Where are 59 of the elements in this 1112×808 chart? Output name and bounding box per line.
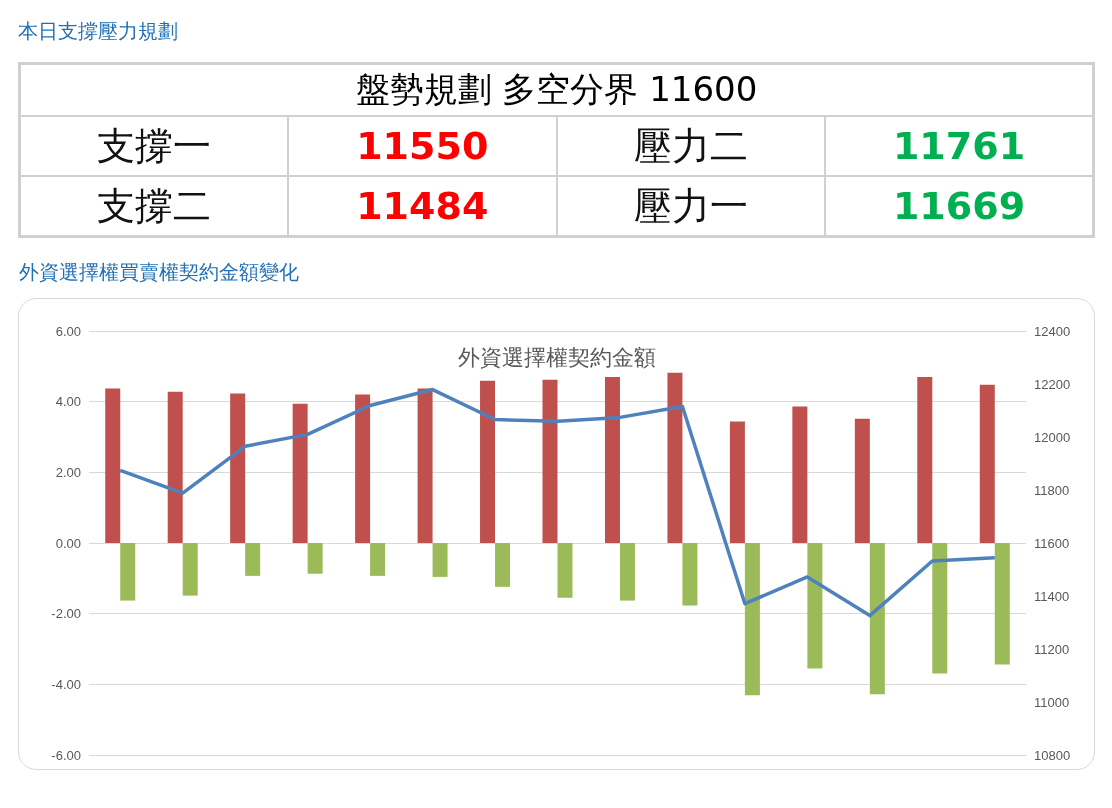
text: 11484 [288,176,557,237]
bar [979,384,995,543]
text: 壓力一 [556,176,825,237]
bar [230,393,246,543]
bar [807,543,823,669]
bar [557,543,573,598]
bar [994,543,1010,665]
y2-tick-label: 10800 [1034,747,1071,763]
y2-tick-label: 12000 [1034,429,1071,445]
y2-tick-label: 11400 [1034,588,1070,604]
y-tick-label: 6.00 [55,323,81,339]
text: 11669 [825,176,1094,237]
bar [495,543,511,587]
text: 外資選擇權契約金額 [457,344,656,370]
bar [480,380,496,543]
bar [167,391,183,543]
y2-tick-label: 11600 [1034,535,1070,551]
text: 支撐一 [19,116,288,176]
y-tick-label: -2.00 [51,606,81,622]
bar [105,388,121,543]
y-tick-label: -6.00 [51,747,81,763]
y-tick-label: 2.00 [55,464,81,480]
bar [854,418,870,543]
y-tick-label: -4.00 [51,676,81,692]
line-series [118,387,997,618]
bar [682,543,698,606]
bar [932,543,948,674]
bar [307,543,323,574]
bar [292,403,308,543]
y2-tick-label: 11200 [1034,641,1070,657]
bar [120,543,136,601]
bar [792,406,808,543]
bar [619,543,635,601]
y2-tick-label: 11800 [1034,482,1070,498]
chart-subtitle: 外資選擇權買賣權契約金額變化 [19,259,299,286]
y-tick-label: 0.00 [55,535,81,551]
y-tick-label: 4.00 [55,394,81,410]
text: 11761 [825,116,1094,176]
bar [744,543,760,696]
text: 盤勢規劃 多空分界 11600 [19,63,1094,116]
bar [917,376,933,543]
text: 11550 [288,116,557,176]
bar [729,421,745,543]
text: 本日支撐壓力規劃 [18,18,178,45]
y2-tick-label: 11000 [1034,694,1070,710]
bar [417,388,433,543]
bar [182,543,198,596]
bar [432,543,448,577]
bar [667,372,683,543]
bar [370,543,386,576]
y2-tick-label: 12400 [1034,323,1071,339]
y2-tick-label: 12200 [1034,376,1071,392]
text: 支撐二 [19,176,288,237]
bar [869,543,885,695]
text: 壓力二 [556,116,825,176]
bar [245,543,261,576]
bar [604,376,620,543]
bar [355,394,371,543]
bar [542,379,558,543]
